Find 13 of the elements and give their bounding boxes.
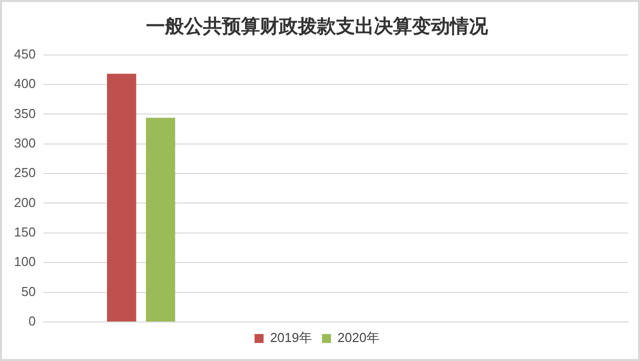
chart-title: 一般公共预算财政拨款支出决算变动情况 bbox=[146, 15, 489, 38]
y-tick-label: 250 bbox=[14, 165, 36, 180]
y-tick-label: 200 bbox=[14, 194, 36, 210]
y-tick-label: 400 bbox=[14, 76, 36, 92]
y-tick-label: 150 bbox=[14, 224, 36, 240]
y-tick-label: 350 bbox=[14, 106, 36, 121]
legend-label: 2020年 bbox=[338, 330, 380, 346]
y-tick-label: 300 bbox=[14, 135, 36, 150]
y-tick-label: 0 bbox=[28, 314, 36, 329]
y-tick-label: 100 bbox=[14, 254, 36, 270]
y-tick-label: 50 bbox=[21, 284, 36, 299]
legend-label: 2019年 bbox=[270, 330, 312, 346]
y-tick-label: 450 bbox=[14, 46, 36, 62]
